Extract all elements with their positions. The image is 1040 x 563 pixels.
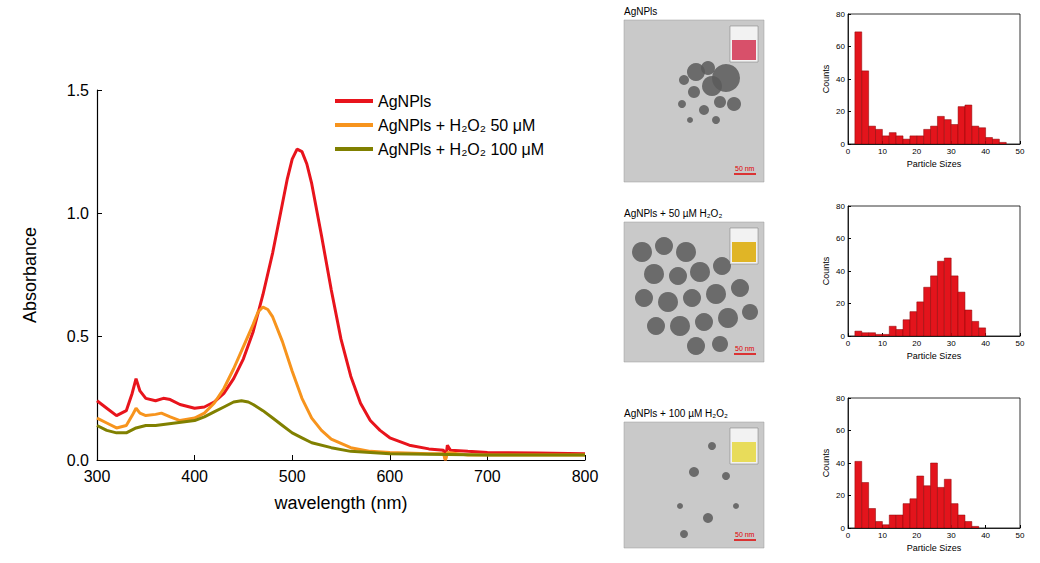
svg-text:500: 500 <box>279 468 306 485</box>
svg-text:30: 30 <box>947 531 956 540</box>
svg-text:300: 300 <box>84 468 111 485</box>
svg-text:20: 20 <box>912 147 921 156</box>
svg-text:50: 50 <box>1016 339 1025 348</box>
svg-text:1.5: 1.5 <box>67 82 89 99</box>
svg-text:0: 0 <box>840 139 845 149</box>
svg-text:0.5: 0.5 <box>67 328 89 345</box>
svg-text:AgNPls + 50 µM H₂O₂: AgNPls + 50 µM H₂O₂ <box>624 208 722 219</box>
svg-text:700: 700 <box>474 468 501 485</box>
svg-text:40: 40 <box>836 267 845 276</box>
svg-text:0: 0 <box>846 147 851 156</box>
svg-text:AgNPls: AgNPls <box>624 6 657 17</box>
svg-text:Particle Sizes: Particle Sizes <box>907 351 962 361</box>
svg-text:10: 10 <box>878 531 887 540</box>
svg-text:Particle Sizes: Particle Sizes <box>907 543 962 553</box>
svg-text:10: 10 <box>878 339 887 348</box>
svg-text:30: 30 <box>947 339 956 348</box>
svg-text:60: 60 <box>836 234 845 243</box>
svg-text:Absorbance: Absorbance <box>20 227 40 323</box>
svg-text:wavelength (nm): wavelength (nm) <box>273 493 407 513</box>
svg-text:80: 80 <box>836 394 845 403</box>
svg-text:50: 50 <box>1016 147 1025 156</box>
svg-text:50: 50 <box>1016 531 1025 540</box>
svg-text:0: 0 <box>840 331 845 341</box>
svg-text:80: 80 <box>836 202 845 211</box>
svg-text:AgNPls: AgNPls <box>378 93 431 110</box>
svg-text:20: 20 <box>836 107 845 116</box>
svg-text:0: 0 <box>840 523 845 533</box>
svg-text:1.0: 1.0 <box>67 205 89 222</box>
svg-text:20: 20 <box>912 339 921 348</box>
svg-text:600: 600 <box>376 468 403 485</box>
svg-text:0.0: 0.0 <box>67 452 89 469</box>
svg-text:50 nm: 50 nm <box>735 345 755 352</box>
svg-text:10: 10 <box>878 147 887 156</box>
svg-text:40: 40 <box>836 459 845 468</box>
svg-text:20: 20 <box>836 491 845 500</box>
svg-text:AgNPls + H₂O₂ 50 μM: AgNPls + H₂O₂ 50 μM <box>378 117 535 134</box>
svg-text:AgNPls + H₂O₂ 100 μM: AgNPls + H₂O₂ 100 μM <box>378 141 544 158</box>
svg-text:20: 20 <box>912 531 921 540</box>
svg-text:AgNPls + 100 µM H₂O₂: AgNPls + 100 µM H₂O₂ <box>624 408 728 419</box>
svg-text:0: 0 <box>846 531 851 540</box>
svg-text:50 nm: 50 nm <box>735 531 755 538</box>
svg-text:800: 800 <box>572 468 599 485</box>
svg-text:Particle Sizes: Particle Sizes <box>907 159 962 169</box>
svg-text:40: 40 <box>836 75 845 84</box>
svg-text:30: 30 <box>947 147 956 156</box>
svg-text:Counts: Counts <box>821 448 831 477</box>
svg-text:50 nm: 50 nm <box>735 165 755 172</box>
svg-text:40: 40 <box>981 531 990 540</box>
svg-text:Counts: Counts <box>821 64 831 93</box>
svg-text:80: 80 <box>836 10 845 19</box>
svg-text:Counts: Counts <box>821 256 831 285</box>
svg-text:60: 60 <box>836 42 845 51</box>
svg-text:0: 0 <box>846 339 851 348</box>
svg-text:60: 60 <box>836 426 845 435</box>
svg-text:400: 400 <box>181 468 208 485</box>
svg-text:40: 40 <box>981 339 990 348</box>
svg-text:40: 40 <box>981 147 990 156</box>
svg-text:20: 20 <box>836 299 845 308</box>
